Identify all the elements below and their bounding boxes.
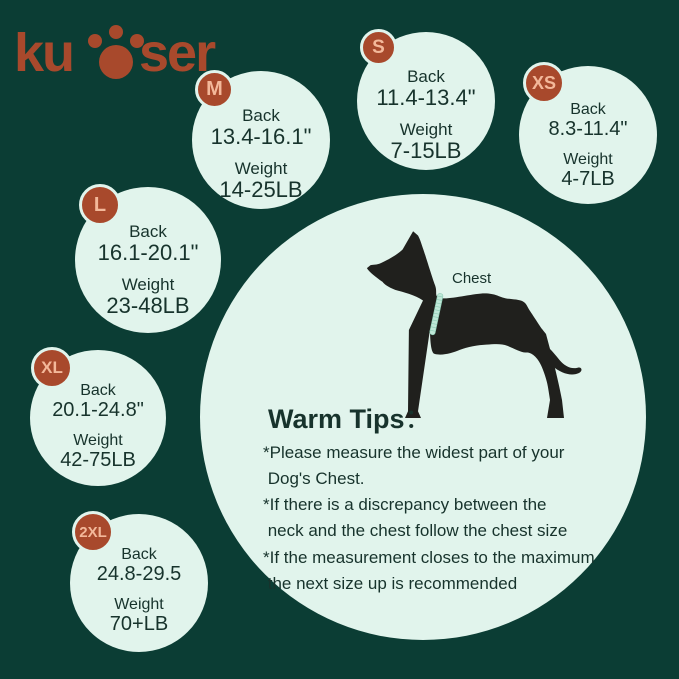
svg-text:ku: ku: [17, 23, 73, 83]
svg-text:Chest: Chest: [452, 270, 492, 287]
